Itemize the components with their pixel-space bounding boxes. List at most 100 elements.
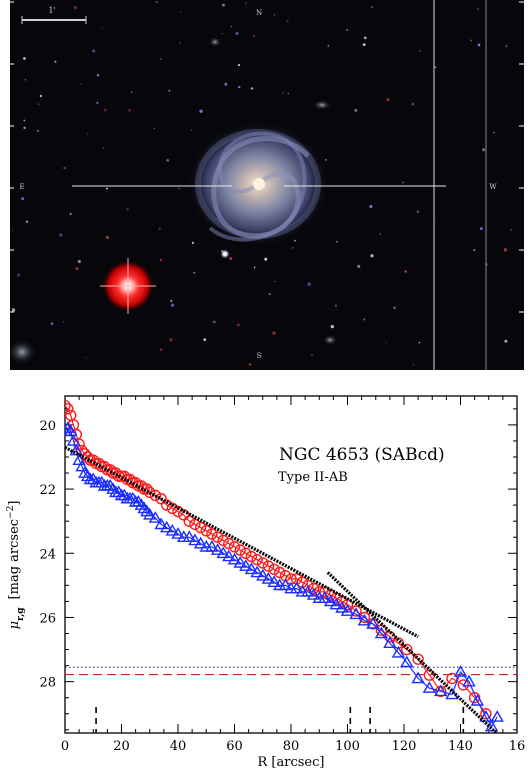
background-star [336,241,338,243]
g-band-point [134,498,149,510]
background-star [54,60,57,63]
background-star [416,210,420,213]
background-star [505,45,508,48]
g-band-point [227,552,242,565]
background-star [26,220,28,223]
g-band-point [216,546,230,559]
background-star [287,92,289,94]
background-star [470,39,473,42]
background-star [169,338,173,342]
chart-title: NGC 4653 (SABcd) [279,445,445,465]
g-band-point [171,527,185,539]
compass-north: N [256,9,262,17]
background-star [307,282,311,286]
background-star [178,42,181,45]
background-star [96,74,100,77]
r-band-point [480,708,492,720]
background-star [212,320,216,324]
x-tick-label: 60 [226,739,243,754]
r-band-point [468,692,481,704]
y-tick-label: 28 [39,676,56,691]
r-band-point [138,483,150,495]
g-band-point [75,459,89,472]
background-star [477,43,481,47]
g-band-point [391,645,406,658]
background-star [413,364,415,366]
background-star [510,229,512,231]
background-star [354,108,358,112]
background-star [39,94,43,98]
image-edge-ticks [10,1,524,313]
r-band-point [155,493,167,505]
background-star [348,181,350,183]
background-star [23,126,26,130]
profile-plot: 0 20 40 60 80 100 120 140 16 20 22 24 26 28 NGC 4653 … [6,395,525,770]
r-band-point [183,515,196,527]
background-star [155,1,158,3]
r-band-point [274,566,286,579]
background-star [346,28,349,32]
g-band-point [301,584,315,597]
r-band-point [457,679,469,691]
background-star [178,188,180,190]
g-band-point [137,501,151,514]
g-band-point [222,549,236,562]
background-star [252,34,255,37]
g-band-point [86,472,101,485]
r-band-point [217,534,229,547]
background-star [418,341,420,344]
background-star [37,129,39,132]
background-star [59,233,63,237]
background-star [73,6,77,10]
background-star [253,266,256,269]
background-star [385,342,387,344]
background-star [16,273,21,277]
r-band-point [189,518,201,531]
plot-area [65,399,517,733]
background-star [229,257,233,260]
g-band-point [103,478,117,491]
g-band-point [422,681,437,693]
background-star [477,8,479,10]
r-band-point [268,563,280,575]
g-band-point [411,671,425,684]
g-band-point [323,594,338,607]
g-band-point [65,424,78,437]
background-star [286,20,289,23]
r-band-point [257,557,269,569]
background-star [492,131,495,134]
background-star [105,187,108,190]
background-star [166,159,169,162]
background-galaxy [209,37,221,47]
r-band-point [240,547,252,559]
background-star [57,130,59,132]
g-band-point [250,565,264,578]
background-star [105,235,110,240]
r-band-point [65,403,74,415]
background-star [180,11,182,13]
background-star [294,239,296,242]
r-band-point [412,653,424,665]
r-band-point [211,531,224,543]
compass-south: S [257,352,262,360]
background-star [222,3,225,7]
background-star [11,308,16,312]
galaxy-image-panel: 1' N E W S [10,0,524,370]
r-band-point [206,528,218,540]
background-star [357,264,361,268]
x-tick-label: 80 [283,739,300,754]
background-star [203,338,207,341]
background-star [272,331,276,335]
g-band-point [239,559,253,571]
g-band-point [94,475,109,488]
background-star [87,133,89,135]
g-band-point [374,626,389,639]
background-star [160,258,163,261]
background-star [273,13,276,16]
background-star [291,247,294,249]
background-star [85,357,87,359]
background-star [23,119,26,122]
background-star [363,36,367,40]
background-star [330,324,334,329]
exponential-fit-line [65,445,419,639]
